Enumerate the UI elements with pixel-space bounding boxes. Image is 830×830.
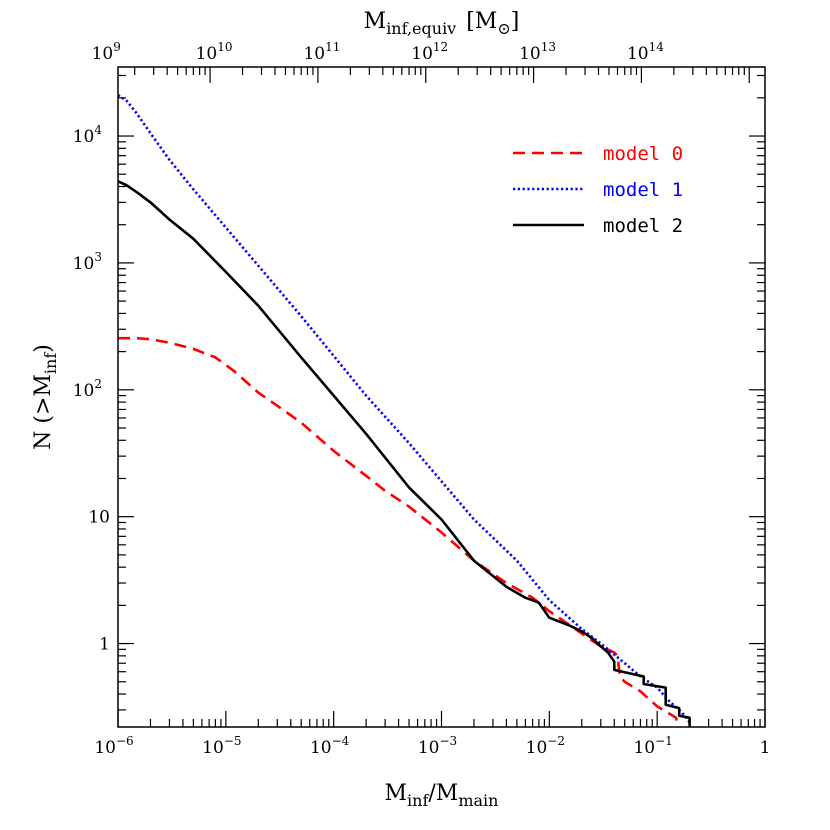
series-line-model-0 (118, 336, 679, 728)
sun-symbol-icon: ⊙ (497, 19, 510, 38)
y-axis-title-suffix: ) (31, 344, 56, 353)
x-tick-label: 10−4 (310, 734, 350, 758)
top-tick-label: 1013 (519, 40, 556, 64)
x-axis-title-main: M (385, 781, 408, 806)
series-line-model-1 (117, 94, 691, 723)
x-tick-label: 10−2 (526, 734, 565, 758)
x-axis-title-sep: /M (428, 781, 458, 806)
y-tick-label: 104 (73, 123, 103, 147)
legend-label-model-1: model 1 (603, 179, 683, 201)
legend-label-model-0: model 0 (603, 143, 683, 165)
x-axis-title-sub1: inf (407, 791, 429, 810)
x-tick-label: 10−6 (94, 734, 133, 758)
legend: model 0 model 1 model 2 (513, 143, 683, 237)
y-axis-title: N (>Minf) (31, 344, 60, 450)
top-axis-title-sub: inf,equiv (386, 19, 456, 38)
y-axis-title-prefix: N (>M (31, 374, 56, 450)
y-axis-title-sub: inf (41, 352, 60, 374)
plot-frame (117, 66, 766, 728)
series-layer (117, 94, 691, 728)
x-axis-title-sub2: main (458, 791, 498, 810)
top-tick-label: 1010 (196, 40, 233, 64)
x-axis-title: Minf/Mmain (385, 781, 499, 810)
tick-labels: 10−6 10−5 10−4 10−3 10−2 10−1 1 1 10 102 103 104 109… (73, 40, 771, 758)
series-line-model-2 (117, 180, 691, 727)
y-tick-label: 102 (73, 377, 102, 401)
top-tick-label: 1011 (303, 40, 340, 64)
x-tick-label: 10−3 (418, 734, 457, 758)
top-axis-title: Minf,equiv [M⊙] (364, 9, 520, 38)
top-tick-label: 1014 (627, 40, 664, 64)
top-axis-title-open: [M (466, 9, 497, 34)
top-tick-label: 109 (92, 40, 121, 64)
y-tick-label: 103 (73, 250, 102, 274)
legend-label-model-2: model 2 (603, 215, 683, 237)
top-axis-title-main: M (364, 9, 387, 34)
top-tick-label: 1012 (411, 40, 448, 64)
tick-marks (117, 67, 766, 727)
x-tick-label: 1 (760, 738, 771, 758)
x-tick-label: 10−1 (633, 734, 672, 758)
y-tick-label: 1 (99, 635, 110, 655)
top-axis-title-close: ] (511, 9, 520, 34)
y-tick-label: 10 (88, 508, 110, 528)
x-tick-label: 10−5 (202, 734, 241, 758)
